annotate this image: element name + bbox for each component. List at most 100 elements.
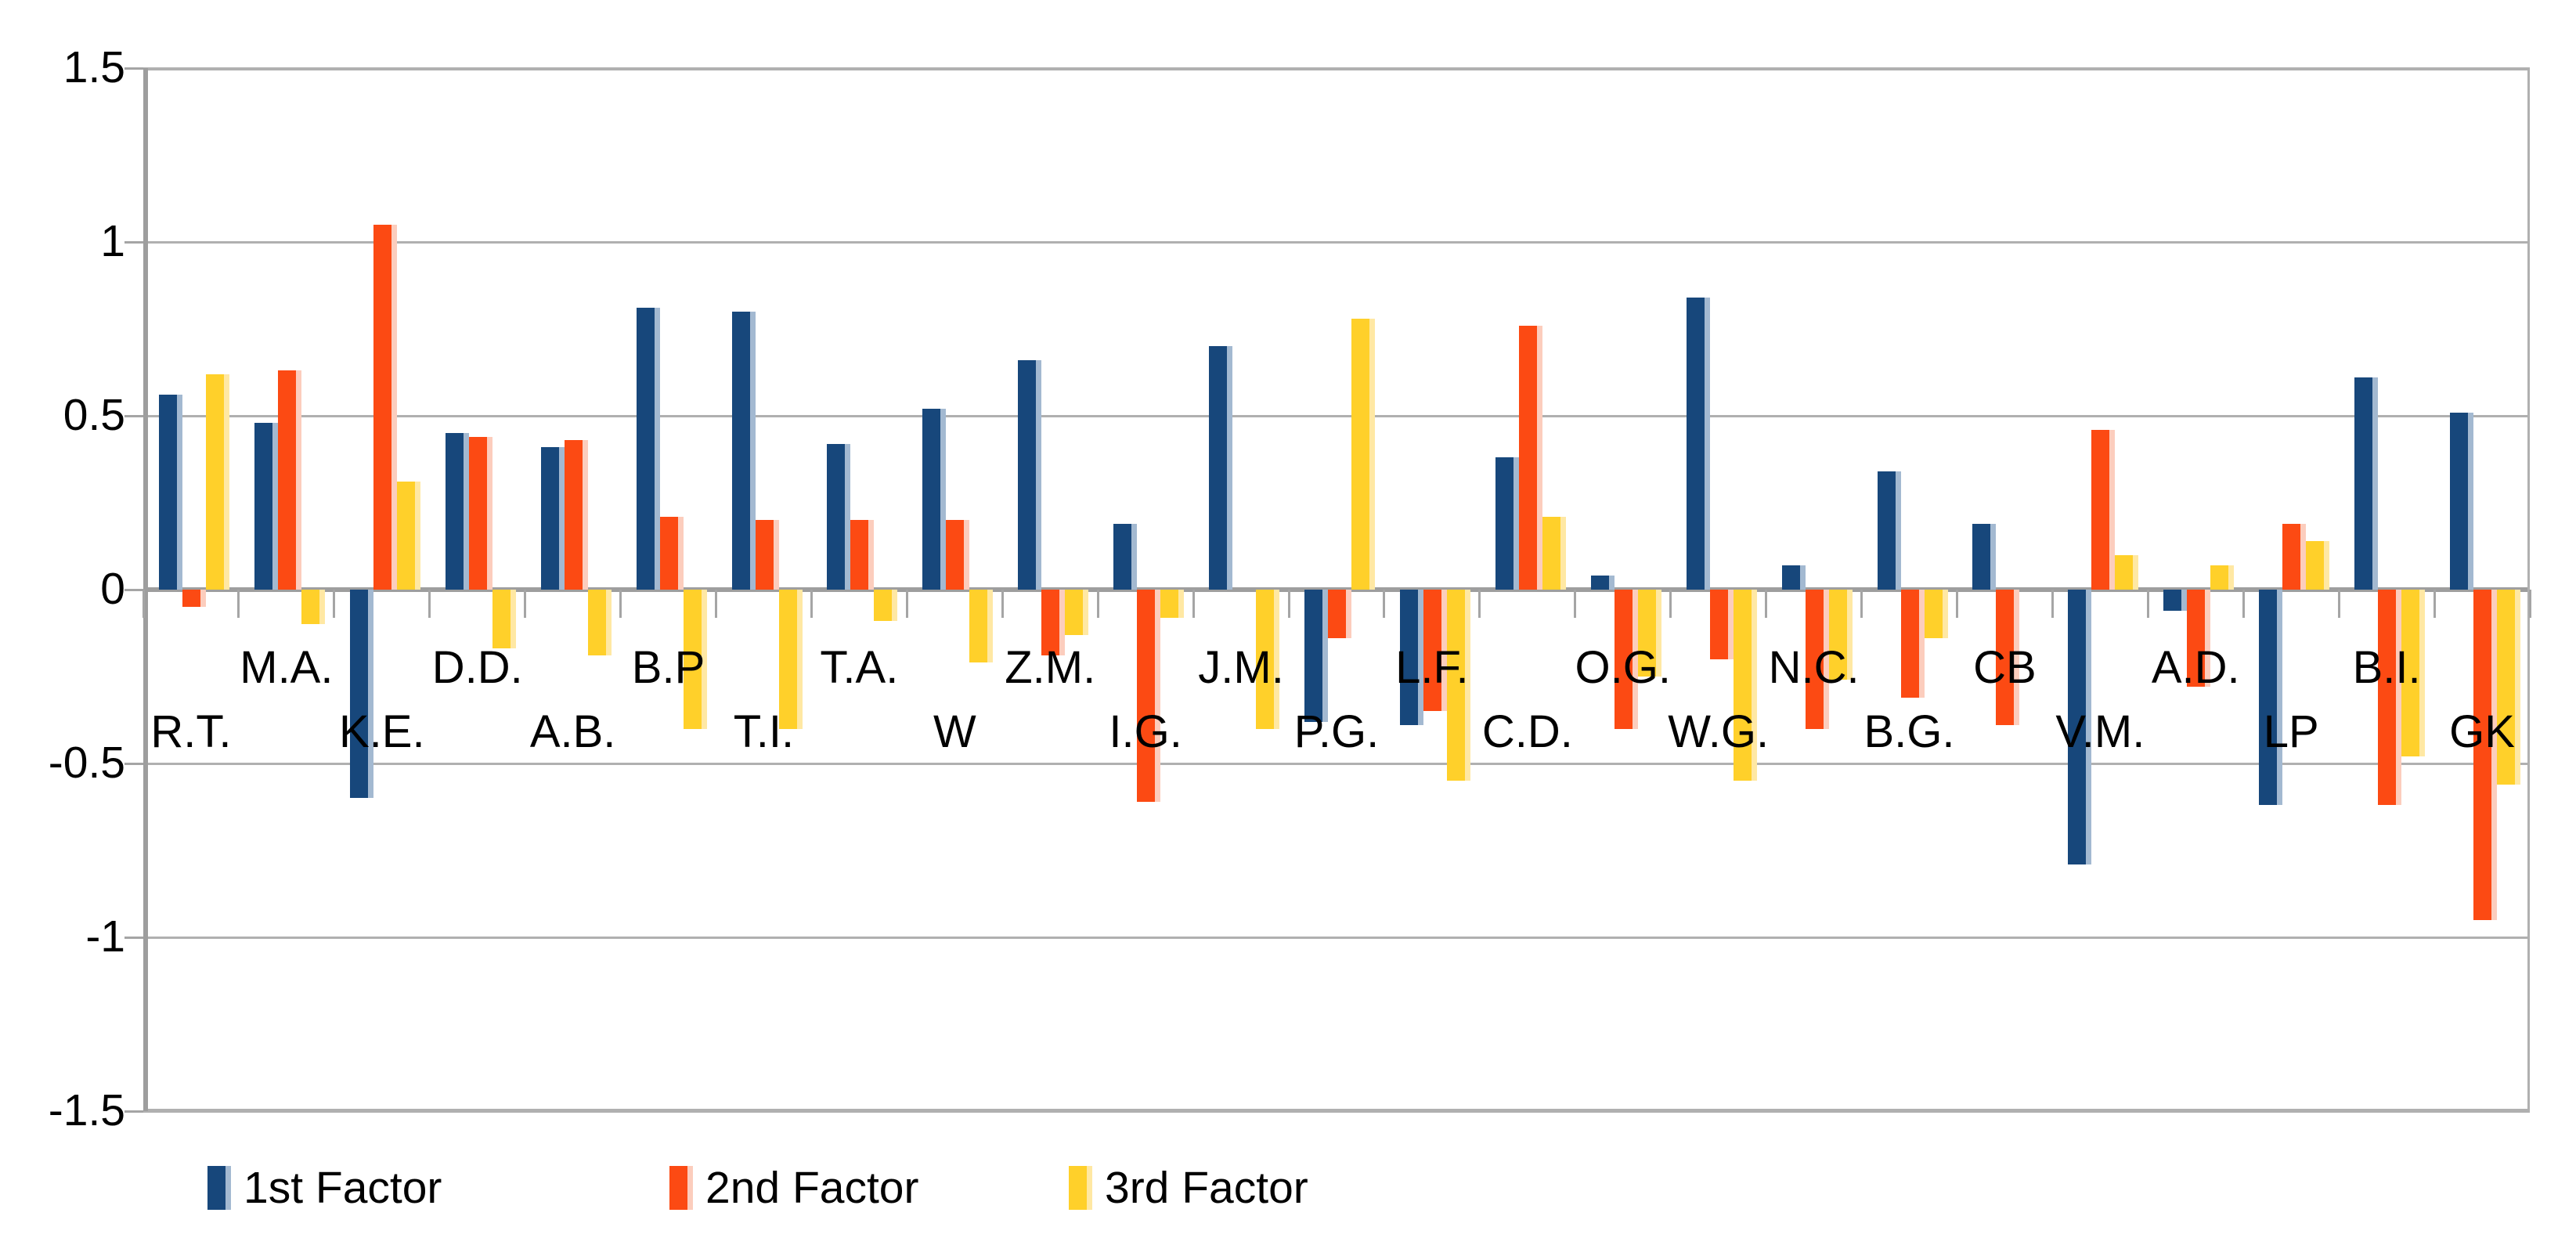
y-axis-tick-mark [124, 588, 143, 591]
gridline [143, 1110, 2530, 1113]
category-boundary-tick [1574, 590, 1577, 618]
y-axis-tick-mark [124, 1110, 143, 1113]
y-axis-tick-label: 0.5 [63, 390, 125, 440]
bar-1stfactor-ke [349, 590, 373, 799]
bar-1stfactor-cb [1972, 523, 1997, 590]
y-axis-tick-mark [124, 414, 143, 417]
y-axis-tick-mark [124, 240, 143, 244]
category-boundary-tick [524, 590, 527, 618]
category-label-ta: T.A. [820, 642, 899, 693]
bar-1stfactor-dd [445, 433, 469, 590]
bar-2ndfactor-cb [1996, 590, 2020, 726]
bar-1stfactor-pg [1304, 590, 1329, 722]
bar-2ndfactor-bi [2378, 590, 2402, 806]
category-label-ti: T.I. [733, 706, 795, 757]
category-label-ig: I.G. [1109, 706, 1182, 757]
category-boundary-tick [2337, 590, 2340, 618]
category-label-nc: N.C. [1768, 642, 1860, 693]
legend-label-1stfactor: 1st Factor [244, 1163, 442, 1213]
bar-3rdfactor-wg [1733, 590, 1757, 781]
bar-2ndfactor-lp [2282, 523, 2307, 590]
bar-3rdfactor-jm [1256, 590, 1280, 729]
bar-1stfactor-jm [1209, 346, 1233, 590]
category-boundary-tick [333, 590, 336, 618]
bar-2ndfactor-lf [1423, 590, 1447, 712]
category-label-zm: Z.M. [1005, 642, 1096, 693]
category-label-vm: V.M. [2055, 706, 2145, 757]
bar-2ndfactor-w [946, 520, 970, 590]
category-boundary-tick [2433, 590, 2436, 618]
legend-item-3rdfactor: 3rd Factor [1069, 1164, 1308, 1211]
category-label-w: W [933, 706, 976, 757]
category-label-ma: M.A. [240, 642, 334, 693]
gridline [143, 240, 2530, 244]
category-boundary-tick [905, 590, 908, 618]
bar-2ndfactor-vm [2091, 429, 2116, 590]
bar-2ndfactor-ad [2187, 590, 2211, 688]
category-boundary-tick [2528, 590, 2531, 618]
bar-3rdfactor-vm [2115, 554, 2139, 590]
y-axis-tick-label: -0.5 [48, 738, 125, 788]
category-boundary-tick [715, 590, 718, 618]
category-boundary-tick [2146, 590, 2149, 618]
gridline [143, 936, 2530, 939]
bar-1stfactor-ma [254, 422, 278, 590]
category-boundary-tick [2242, 590, 2245, 618]
bar-1stfactor-w [922, 409, 947, 590]
category-boundary-tick [1287, 590, 1290, 618]
legend-swatch-1stfactor [207, 1166, 231, 1210]
legend-label-3rdfactor: 3rd Factor [1105, 1163, 1308, 1213]
bar-3rdfactor-gk [2497, 590, 2521, 785]
category-label-rt: R.T. [150, 706, 232, 757]
category-label-wg: W.G. [1668, 706, 1770, 757]
bar-2ndfactor-ke [373, 224, 397, 590]
bar-2ndfactor-nc [1805, 590, 1829, 729]
category-boundary-tick [1955, 590, 1958, 618]
y-axis-tick-label: -1 [85, 911, 125, 962]
bar-1stfactor-bp [636, 308, 660, 590]
bar-1stfactor-nc [1781, 565, 1806, 590]
category-label-bg: B.G. [1863, 706, 1955, 757]
bar-3rdfactor-pg [1351, 318, 1376, 590]
bar-3rdfactor-cd [1542, 516, 1566, 590]
legend-item-2ndfactor: 2nd Factor [669, 1164, 918, 1211]
legend-label-2ndfactor: 2nd Factor [705, 1163, 919, 1213]
category-label-jm: J.M. [1198, 642, 1284, 693]
bar-3rdfactor-ad [2210, 565, 2235, 590]
category-boundary-tick [1001, 590, 1004, 618]
gridline [143, 762, 2530, 765]
category-label-ke: K.E. [338, 706, 425, 757]
category-boundary-tick [1096, 590, 1099, 618]
bar-1stfactor-vm [2068, 590, 2092, 864]
category-label-dd: D.D. [431, 642, 523, 693]
category-boundary-tick [810, 590, 813, 618]
bar-3rdfactor-ke [396, 482, 420, 590]
category-label-bi: B.I. [2352, 642, 2421, 693]
bar-1stfactor-rt [159, 395, 182, 590]
bar-2ndfactor-ma [277, 370, 301, 590]
bar-2ndfactor-ta [850, 520, 875, 590]
bar-2ndfactor-wg [1709, 590, 1734, 659]
bar-3rdfactor-ti [778, 590, 803, 729]
bar-2ndfactor-ig [1137, 590, 1161, 802]
y-axis-tick-mark [124, 762, 143, 765]
bar-2ndfactor-cd [1518, 325, 1542, 590]
bar-1stfactor-ti [731, 311, 756, 590]
category-label-cd: C.D. [1481, 706, 1573, 757]
bar-1stfactor-og [1590, 576, 1615, 590]
bar-1stfactor-wg [1686, 298, 1710, 590]
bar-2ndfactor-gk [2473, 590, 2498, 920]
bar-2ndfactor-rt [182, 590, 206, 608]
y-axis-tick-label: 1.5 [63, 42, 125, 92]
bar-1stfactor-ta [827, 443, 851, 590]
legend-item-1stfactor: 1st Factor [207, 1164, 442, 1211]
y-axis-tick-mark [124, 936, 143, 939]
category-boundary-tick [1383, 590, 1386, 618]
y-axis-tick-mark [124, 67, 143, 70]
category-label-lf: L.F. [1395, 642, 1469, 693]
bar-1stfactor-lf [1399, 590, 1423, 726]
bar-3rdfactor-rt [206, 374, 229, 590]
bar-1stfactor-bi [2354, 377, 2379, 590]
category-label-gk: GK [2449, 706, 2515, 757]
category-label-ab: A.B. [529, 706, 616, 757]
